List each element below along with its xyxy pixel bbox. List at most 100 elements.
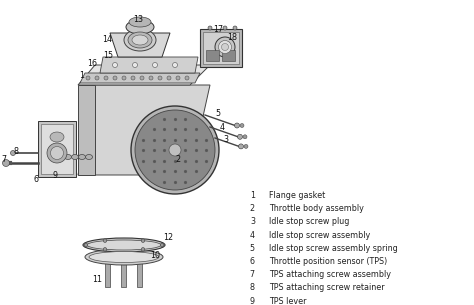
Ellipse shape: [87, 240, 161, 250]
Text: 9: 9: [53, 170, 57, 180]
Ellipse shape: [2, 160, 9, 167]
Text: 15: 15: [103, 51, 113, 59]
Ellipse shape: [223, 26, 227, 30]
Ellipse shape: [10, 150, 16, 156]
Text: 14: 14: [102, 35, 112, 45]
Text: 6: 6: [34, 174, 38, 184]
Ellipse shape: [95, 76, 99, 80]
Ellipse shape: [215, 37, 235, 57]
Ellipse shape: [219, 41, 231, 53]
Text: 2: 2: [250, 204, 255, 213]
Ellipse shape: [51, 146, 64, 160]
Text: Idle stop screw assembly spring: Idle stop screw assembly spring: [269, 244, 398, 253]
Ellipse shape: [64, 155, 72, 160]
Text: Idle stop screw assembly: Idle stop screw assembly: [269, 231, 370, 240]
Text: Throttle body assembly: Throttle body assembly: [269, 204, 364, 213]
Text: 9: 9: [250, 296, 255, 305]
Ellipse shape: [185, 76, 189, 80]
Text: 7: 7: [250, 270, 255, 279]
Text: Throttle position sensor (TPS): Throttle position sensor (TPS): [269, 257, 387, 266]
Ellipse shape: [129, 17, 151, 27]
Text: 17: 17: [213, 24, 223, 34]
Ellipse shape: [240, 124, 244, 127]
Text: TPS attaching screw assembly: TPS attaching screw assembly: [269, 270, 391, 279]
Ellipse shape: [132, 35, 148, 45]
Bar: [203, 32, 239, 64]
Ellipse shape: [149, 76, 153, 80]
Text: TPS attaching screw retainer: TPS attaching screw retainer: [269, 283, 384, 292]
Ellipse shape: [128, 32, 152, 48]
Ellipse shape: [173, 63, 177, 67]
Ellipse shape: [112, 63, 118, 67]
Text: Flange gasket: Flange gasket: [269, 191, 325, 200]
Ellipse shape: [79, 155, 85, 160]
Ellipse shape: [141, 239, 145, 242]
Ellipse shape: [135, 110, 215, 190]
Ellipse shape: [104, 76, 108, 80]
Bar: [206, 50, 219, 61]
Ellipse shape: [243, 135, 247, 139]
Bar: [222, 50, 235, 61]
Text: 4: 4: [219, 123, 225, 131]
Ellipse shape: [237, 134, 243, 139]
Ellipse shape: [176, 76, 180, 80]
Ellipse shape: [122, 76, 126, 80]
Ellipse shape: [72, 155, 79, 160]
Polygon shape: [78, 85, 95, 175]
Ellipse shape: [85, 155, 92, 160]
Bar: [121, 259, 127, 287]
Text: 4: 4: [250, 231, 255, 240]
Ellipse shape: [158, 76, 162, 80]
Ellipse shape: [160, 243, 164, 247]
Ellipse shape: [50, 132, 64, 142]
Ellipse shape: [47, 143, 67, 163]
Ellipse shape: [133, 63, 137, 67]
Text: 12: 12: [163, 232, 173, 242]
Ellipse shape: [103, 248, 107, 251]
Polygon shape: [78, 65, 210, 85]
Ellipse shape: [235, 123, 239, 128]
Bar: [106, 259, 110, 287]
Bar: [137, 259, 143, 287]
Text: 8: 8: [250, 283, 255, 292]
Text: 8: 8: [13, 146, 18, 156]
Ellipse shape: [131, 76, 135, 80]
Ellipse shape: [84, 243, 88, 247]
Bar: [38, 121, 76, 177]
Polygon shape: [110, 33, 170, 57]
Polygon shape: [80, 73, 200, 83]
Bar: [200, 29, 242, 67]
Ellipse shape: [169, 144, 181, 156]
Text: 1: 1: [250, 191, 255, 200]
Text: 5: 5: [216, 109, 220, 117]
Text: 11: 11: [92, 275, 102, 285]
Bar: [41, 124, 73, 174]
Text: Idle stop screw plug: Idle stop screw plug: [269, 217, 349, 226]
Polygon shape: [100, 57, 198, 73]
Ellipse shape: [141, 248, 145, 251]
Ellipse shape: [89, 252, 159, 263]
Ellipse shape: [83, 238, 165, 252]
Text: 6: 6: [250, 257, 255, 266]
Text: TPS lever: TPS lever: [269, 296, 307, 305]
Ellipse shape: [140, 76, 144, 80]
Ellipse shape: [221, 44, 228, 51]
Ellipse shape: [86, 76, 90, 80]
Ellipse shape: [167, 76, 171, 80]
Ellipse shape: [233, 26, 237, 30]
Ellipse shape: [153, 63, 157, 67]
Text: 10: 10: [150, 250, 160, 260]
Ellipse shape: [131, 106, 219, 194]
Text: 18: 18: [227, 33, 237, 41]
Ellipse shape: [126, 20, 154, 34]
Ellipse shape: [85, 249, 163, 265]
Text: 7: 7: [1, 156, 7, 164]
Text: 2: 2: [175, 156, 181, 164]
Text: 13: 13: [133, 16, 143, 24]
Text: 3: 3: [224, 135, 228, 145]
Text: 1: 1: [80, 70, 84, 80]
Ellipse shape: [103, 239, 107, 242]
Polygon shape: [78, 85, 210, 175]
Ellipse shape: [244, 144, 248, 149]
Text: 16: 16: [87, 59, 97, 67]
